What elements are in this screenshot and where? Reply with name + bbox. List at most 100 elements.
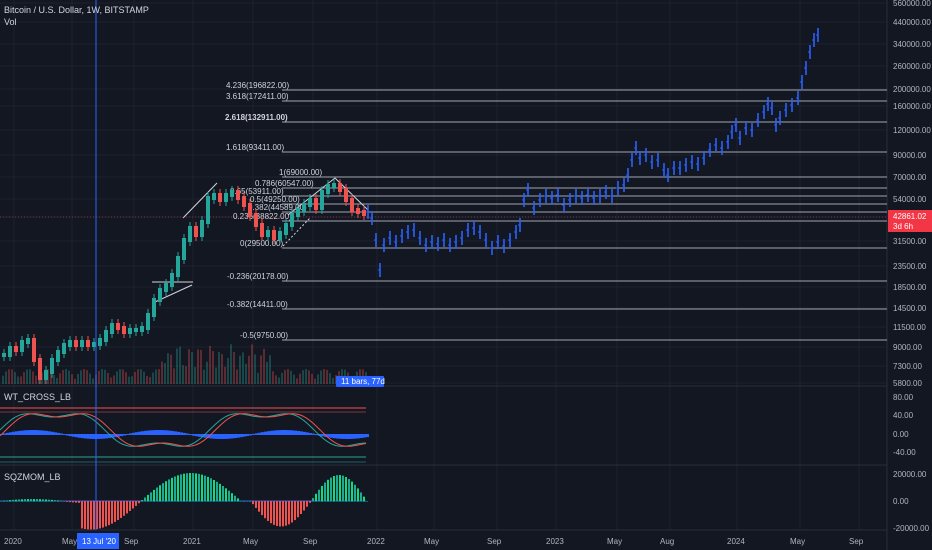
sqz-histogram-bar	[294, 501, 296, 521]
price-axis-label: 560000.00	[893, 0, 931, 8]
candle-body	[314, 198, 318, 210]
sqz-histogram-bar	[174, 476, 176, 502]
fib-level-label: 1(69000.00)	[279, 168, 322, 177]
fib-level-label: 0.236(38822.00)	[233, 212, 292, 221]
sqz-histogram-bar	[270, 501, 272, 524]
sqz-histogram-bar	[63, 501, 65, 502]
volume-bar	[167, 353, 169, 384]
sqz-histogram-bar	[147, 494, 149, 502]
sqz-histogram-bar	[210, 478, 212, 502]
channel-line-dashed[interactable]	[282, 217, 311, 247]
wt-histogram-bar	[330, 434, 333, 438]
sqz-histogram-bar	[285, 501, 287, 526]
wt-histogram-bar	[87, 434, 90, 439]
volume-bar	[38, 377, 40, 384]
sqz-histogram-bar	[108, 501, 110, 526]
sqz-histogram-bar	[243, 501, 245, 502]
volume-bar	[104, 369, 106, 384]
wt-histogram-bar	[54, 432, 57, 435]
wt-histogram-bar	[297, 430, 300, 435]
measure-tooltip[interactable]: 11 bars, 77d	[336, 376, 385, 387]
sqz-axis-label: 20000.00	[893, 470, 927, 479]
wt-histogram-bar	[216, 434, 219, 439]
wt-cross-legend[interactable]: WT_CROSS_LB	[4, 392, 72, 402]
current-price-tag: 42861.02 3d 6h	[888, 210, 932, 232]
price-axis-label: 5800.00	[893, 379, 922, 388]
wt-histogram-bar	[195, 434, 198, 437]
volume-bar	[53, 374, 55, 384]
projected-price-path[interactable]	[366, 28, 819, 277]
sqzmom-legend[interactable]: SQZMOM_LB	[4, 472, 61, 482]
candle-body	[188, 226, 192, 242]
volume-bar	[173, 368, 175, 384]
wt-histogram-bar	[192, 434, 195, 436]
candle-body	[266, 230, 270, 237]
channel-line-upper-1[interactable]	[182, 182, 218, 219]
wt-histogram-bar	[48, 431, 51, 435]
time-axis-label: Aug	[660, 537, 674, 546]
volume-bar	[131, 376, 133, 384]
volume-bar	[284, 369, 286, 384]
time-axis[interactable]: 2020 May Sep 2021 May Sep 2022 May Sep 2023 May Aug…	[4, 537, 864, 546]
sqz-histogram-bar	[231, 493, 233, 502]
sqz-histogram-bar	[3, 500, 5, 502]
price-axis-label: 14500.00	[893, 304, 927, 313]
volume-bar	[275, 375, 277, 384]
sqz-histogram-bar	[45, 499, 47, 502]
wt-histogram-bar	[78, 434, 81, 438]
wt-histogram-bar	[303, 431, 306, 435]
wt-histogram-bar	[315, 434, 318, 436]
time-axis-label: Sep	[487, 537, 502, 546]
candle-body	[104, 330, 108, 342]
candle-body	[146, 313, 150, 330]
volume-legend[interactable]: Vol	[4, 17, 17, 27]
sqz-histogram-bar	[78, 501, 80, 503]
volume-bar	[332, 377, 334, 384]
fib-level-label: 0.786(60547.00)	[255, 179, 314, 188]
sqz-axis[interactable]: 20000.00 0.00 -20000.00	[893, 470, 930, 533]
time-axis-label: 2023	[546, 537, 564, 546]
sqz-histogram-bar	[354, 484, 356, 502]
candle-body	[50, 358, 54, 374]
wt-histogram-bar	[312, 433, 315, 435]
volume-bar	[314, 378, 316, 384]
sqz-histogram-bar	[99, 501, 101, 529]
sqz-histogram-bar	[84, 501, 86, 530]
wt-histogram-bar	[138, 431, 141, 435]
sqz-histogram-bar	[42, 499, 44, 502]
current-price-value: 42861.02	[893, 212, 927, 221]
sqz-histogram-bar	[351, 481, 353, 502]
wt-histogram-bar	[354, 434, 357, 439]
wt-axis-label: 80.00	[893, 393, 914, 402]
sqz-histogram-bar	[138, 501, 140, 504]
wt-histogram-bar	[222, 434, 225, 439]
wt-histogram-bar	[75, 434, 78, 438]
candle-body	[242, 196, 246, 207]
fib-level-label: 4.236(196822.00)	[226, 81, 290, 90]
symbol-title[interactable]: Bitcoin / U.S. Dollar, 1W, BITSTAMP	[4, 5, 149, 15]
volume-bar	[329, 373, 331, 384]
price-axis-label: 340000.00	[893, 40, 931, 49]
candle-body	[158, 288, 162, 302]
wt-histogram-bar	[363, 434, 366, 438]
fib-extension-tool[interactable]: 4.236(196822.00) 3.618(172411.00) 2.618(13…	[225, 81, 887, 341]
sqz-histogram-bar	[366, 501, 368, 502]
sqz-axis-label: -20000.00	[893, 524, 930, 533]
price-axis[interactable]: 560000.00 440000.00 340000.00 260000.00 2000…	[893, 0, 931, 388]
volume-bar	[200, 349, 202, 384]
wt-axis[interactable]: 80.00 40.00 0.00 -40.00	[893, 393, 916, 457]
sqz-histogram-bar	[297, 501, 299, 518]
volume-bar	[242, 352, 244, 384]
volume-bar	[164, 363, 166, 384]
wt-histogram-bar	[288, 430, 291, 435]
wt-histogram-bar	[198, 434, 201, 437]
volume-bar	[290, 370, 292, 384]
wt-histogram-bar	[243, 434, 246, 437]
sqz-histogram-bar	[255, 501, 257, 508]
volume-bar	[113, 375, 115, 384]
fib-level-label: 2.618(132911.00)	[225, 113, 288, 122]
sqz-histogram-bar	[168, 479, 170, 502]
candle-body	[260, 223, 264, 237]
sqz-histogram-bar	[33, 499, 35, 502]
